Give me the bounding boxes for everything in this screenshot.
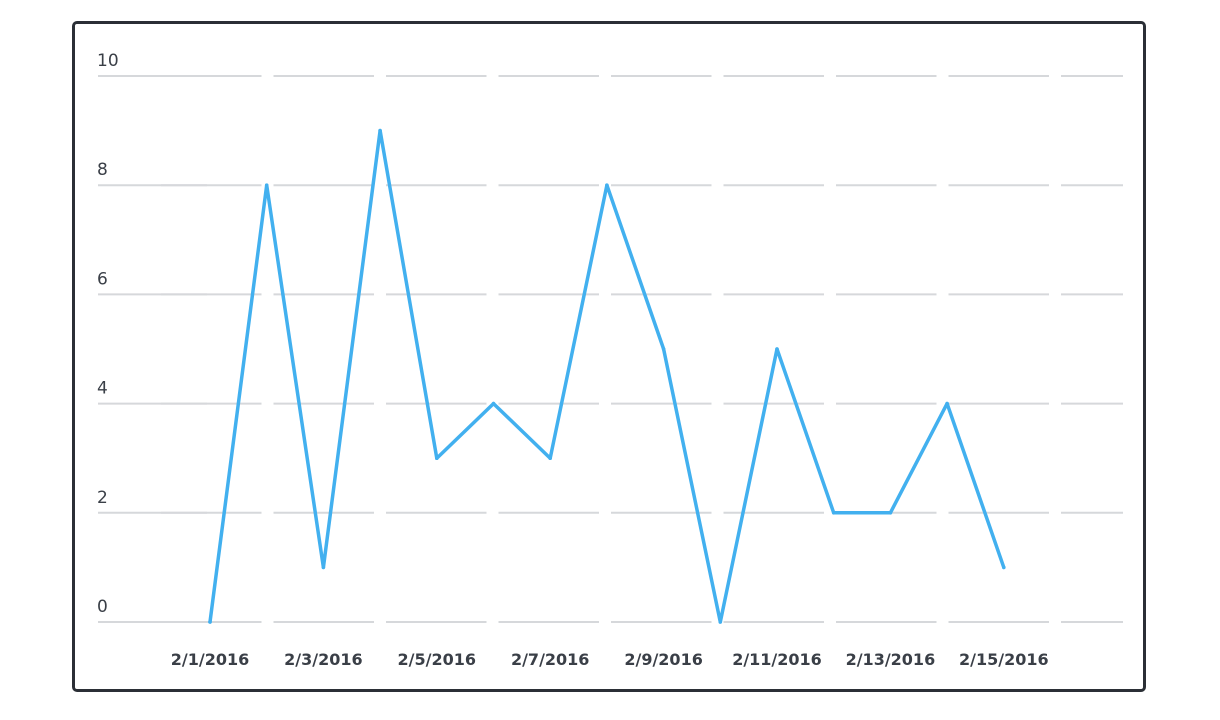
x-tick-label: 2/11/2016 bbox=[732, 650, 822, 669]
data-point bbox=[605, 183, 609, 187]
data-point bbox=[208, 620, 212, 624]
y-tick-label: 0 bbox=[97, 597, 108, 617]
x-axis-ticks: 2/1/2016 2/3/2016 2/5/2016 2/7/2016 2/9/2016… bbox=[171, 650, 1049, 669]
x-tick-label: 2/3/2016 bbox=[284, 650, 362, 669]
data-point bbox=[718, 620, 723, 624]
series-layer bbox=[208, 128, 1006, 624]
series-line bbox=[208, 128, 1006, 624]
data-point bbox=[321, 565, 326, 570]
data-point bbox=[548, 456, 552, 461]
x-tick-label: 2/15/2016 bbox=[959, 650, 1049, 669]
x-tick-label: 2/9/2016 bbox=[624, 650, 702, 669]
data-point bbox=[888, 511, 893, 515]
y-tick-label: 6 bbox=[97, 269, 108, 289]
y-tick-label: 2 bbox=[97, 488, 108, 508]
x-tick-label: 2/7/2016 bbox=[511, 650, 589, 669]
x-tick-label: 2/5/2016 bbox=[398, 650, 476, 669]
data-point bbox=[491, 401, 496, 406]
line-chart: 0 2 4 6 8 10 2/1/2016 2/3/2016 2/5/2016 2/7/2016… bbox=[97, 51, 1123, 669]
data-point bbox=[264, 183, 269, 187]
y-tick-label: 10 bbox=[97, 51, 119, 71]
data-point bbox=[1002, 565, 1006, 570]
grid-lines bbox=[98, 75, 1123, 623]
chart-frame: 0 2 4 6 8 10 2/1/2016 2/3/2016 2/5/2016 2/7/2016… bbox=[72, 21, 1146, 692]
x-tick-label: 2/13/2016 bbox=[846, 650, 936, 669]
data-point bbox=[775, 347, 779, 351]
x-tick-label: 2/1/2016 bbox=[171, 650, 249, 669]
data-point bbox=[831, 511, 836, 515]
y-tick-label: 8 bbox=[97, 160, 108, 180]
data-point bbox=[945, 401, 949, 406]
y-axis-ticks: 0 2 4 6 8 10 bbox=[97, 51, 119, 617]
data-point bbox=[435, 456, 439, 461]
data-point bbox=[661, 347, 666, 351]
data-point bbox=[378, 128, 382, 133]
y-tick-label: 4 bbox=[97, 379, 108, 399]
